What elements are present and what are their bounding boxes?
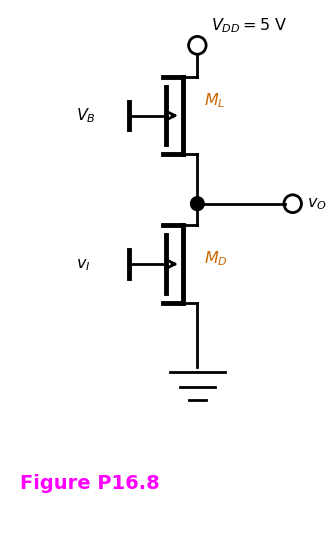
Text: $V_{DD} = 5\ \mathrm{V}$: $V_{DD} = 5\ \mathrm{V}$: [211, 17, 288, 35]
Text: $v_I$: $v_I$: [76, 256, 90, 273]
Text: $M_D$: $M_D$: [204, 250, 228, 268]
Text: $M_L$: $M_L$: [204, 91, 225, 110]
Text: $V_B$: $V_B$: [76, 106, 96, 125]
Text: Figure P16.8: Figure P16.8: [20, 473, 160, 493]
Text: $v_O$: $v_O$: [307, 195, 327, 212]
Circle shape: [190, 197, 204, 211]
